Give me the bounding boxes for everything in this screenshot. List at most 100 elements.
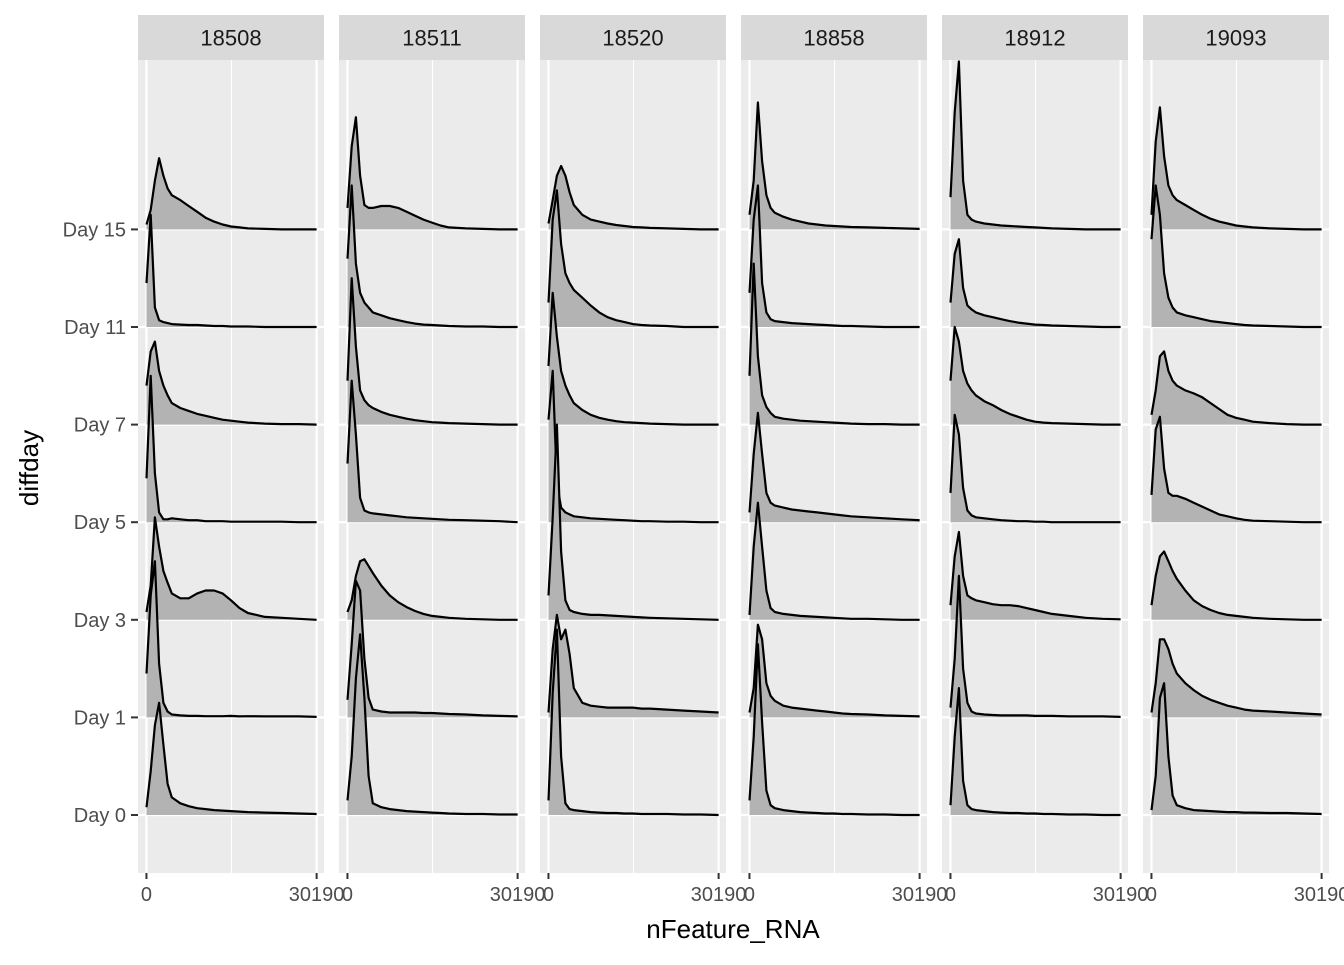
x-tick-label: 0	[1146, 884, 1157, 906]
panel-19093: 19093 0 30190	[1143, 15, 1344, 906]
ridge-line-day-11	[748, 184, 920, 329]
ridge-area-day-15	[548, 166, 719, 230]
panel-18511: 18511 0 30190	[339, 15, 545, 906]
panel-18858: 18858 0 30190	[741, 15, 947, 906]
ridges	[547, 164, 719, 817]
x-tick-label: 0	[543, 884, 554, 906]
ridge-line-day-7	[1150, 350, 1322, 426]
y-tick-label: Day 7	[74, 415, 126, 437]
ridge-area-day-3	[950, 532, 1121, 620]
ridge-line-day-15	[547, 164, 719, 231]
facet-strip-label: 18912	[1004, 26, 1065, 51]
ridge-area-day-7	[146, 341, 317, 425]
ridge-area-day-7	[950, 327, 1121, 425]
ridges	[1150, 106, 1322, 816]
ridge-area-day-0	[347, 634, 518, 815]
x-tick-label: 30190	[691, 884, 747, 906]
ridge-line-day-1	[748, 623, 920, 718]
ridge-line-day-1	[346, 579, 518, 718]
y-tick-label: Day 5	[74, 512, 126, 534]
ridge-area-day-3	[749, 502, 920, 620]
ridges	[949, 60, 1121, 817]
ridge-area-day-15	[347, 117, 518, 230]
ridge-area-day-3	[347, 559, 518, 620]
ridge-area-day-3	[1151, 551, 1322, 620]
facet-strip-label: 18511	[402, 26, 462, 51]
ridges	[748, 101, 920, 817]
ridge-line-day-7	[949, 325, 1121, 426]
ridge-area-day-15	[749, 102, 920, 230]
ridge-area-day-0	[146, 702, 317, 815]
ridge-line-day-0	[145, 701, 317, 816]
y-tick-label: Day 3	[74, 610, 126, 632]
ridge-line-day-1	[145, 560, 317, 718]
facet-strip	[942, 15, 1128, 60]
ridge-area-day-0	[1151, 683, 1322, 815]
ridge-line-day-15	[1150, 106, 1322, 231]
x-tick-label: 30190	[490, 884, 546, 906]
ridge-area-day-11	[548, 190, 719, 327]
ridge-line-day-11	[547, 189, 719, 329]
ridge-line-day-11	[1150, 184, 1322, 329]
ridge-area-day-1	[1151, 639, 1322, 718]
panel-18912: 18912 0 30190	[942, 15, 1148, 906]
ridge-area-day-1	[749, 624, 920, 718]
ridge-line-day-3	[145, 516, 317, 621]
ridge-line-day-5	[748, 411, 920, 522]
facet-strip	[138, 15, 324, 60]
y-tick-label: Day 15	[63, 219, 126, 241]
ridge-line-day-0	[949, 687, 1121, 817]
ridge-area-day-5	[1151, 416, 1322, 523]
facet-strip	[339, 15, 525, 60]
ridge-line-day-0	[547, 628, 719, 817]
ridge-area-day-0	[749, 644, 920, 815]
ridge-line-day-5	[1150, 415, 1322, 524]
y-tick-label: Day 11	[64, 317, 126, 339]
x-tick-label: 0	[744, 884, 755, 906]
ridge-line-day-1	[1150, 638, 1322, 716]
ridge-line-day-11	[346, 184, 518, 329]
ridge-line-day-7	[145, 340, 317, 426]
ridge-line-day-15	[145, 157, 317, 231]
ridge-area-day-5	[749, 412, 920, 523]
ridge-line-day-3	[748, 501, 920, 621]
ridge-line-day-3	[949, 530, 1121, 621]
ridge-area-day-11	[347, 185, 518, 327]
ridge-area-day-15	[146, 158, 317, 230]
ridge-line-day-0	[748, 643, 920, 817]
ridge-line-day-15	[949, 60, 1121, 231]
ridge-line-day-7	[748, 262, 920, 426]
ridge-area-day-15	[1151, 107, 1322, 230]
ridge-line-day-5	[346, 379, 518, 524]
facet-strip	[540, 15, 726, 60]
ridge-line-day-7	[547, 291, 719, 426]
x-tick-label: 0	[945, 884, 956, 906]
ridge-line-day-5	[547, 369, 719, 524]
ridge-area-day-11	[1151, 185, 1322, 327]
facet-strip	[741, 15, 927, 60]
ridges	[346, 116, 518, 816]
ridge-line-day-15	[748, 101, 920, 230]
ridge-line-day-3	[547, 423, 719, 621]
facet-strip-label: 18508	[200, 26, 261, 51]
x-tick-label: 30190	[892, 884, 948, 906]
facet-strip-label: 18858	[803, 26, 864, 51]
facet-strip	[1143, 15, 1329, 60]
ridge-line-day-7	[346, 277, 518, 426]
ridge-line-day-5	[145, 374, 317, 524]
ridge-area-day-7	[548, 292, 719, 425]
ridge-line-day-1	[949, 574, 1121, 718]
y-axis: Day 0 Day 1 Day 3 Day 5 Day 7 Day 11 Day 15	[63, 219, 138, 827]
panel-18520: 18520 0 30190	[540, 15, 746, 906]
y-tick-label: Day 1	[74, 707, 126, 729]
y-tick-label: Day 0	[74, 805, 126, 827]
x-tick-label: 30190	[289, 884, 345, 906]
ridge-area-day-7	[1151, 351, 1322, 425]
ridge-line-day-11	[145, 213, 317, 329]
facet-strip-label: 19093	[1205, 26, 1266, 51]
ridge-line-day-1	[547, 613, 719, 714]
x-tick-label: 30190	[1093, 884, 1149, 906]
